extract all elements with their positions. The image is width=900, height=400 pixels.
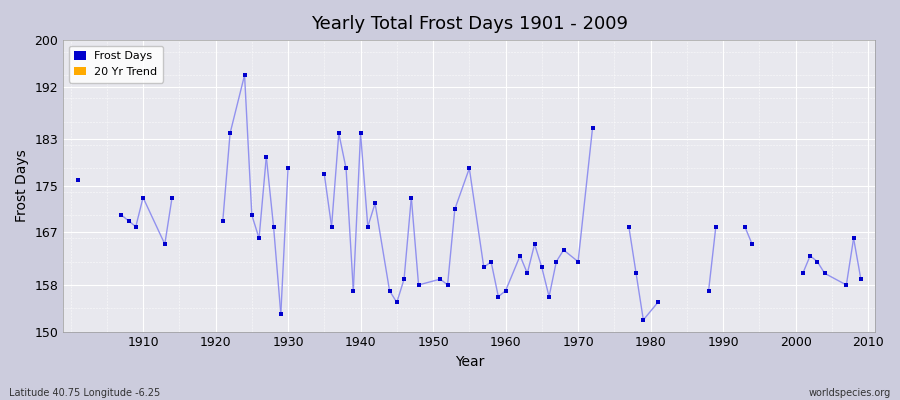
Point (839, 282, 853, 288)
Point (803, 253, 817, 259)
Point (259, 154, 274, 160)
Point (846, 235, 860, 242)
Legend: Frost Days, 20 Yr Trend: Frost Days, 20 Yr Trend (68, 46, 163, 82)
Y-axis label: Frost Days: Frost Days (15, 150, 29, 222)
Point (361, 224, 375, 230)
Point (281, 165, 295, 172)
Point (390, 299, 404, 306)
Point (331, 130, 346, 136)
Point (70, 177, 85, 183)
Point (636, 317, 651, 323)
Point (556, 247, 571, 253)
Point (354, 130, 368, 136)
Point (491, 294, 506, 300)
Point (411, 282, 426, 288)
Point (397, 276, 411, 282)
Text: Latitude 40.75 Longitude -6.25: Latitude 40.75 Longitude -6.25 (9, 388, 160, 398)
Text: worldspecies.org: worldspecies.org (809, 388, 891, 398)
Point (216, 218, 230, 224)
Point (158, 241, 172, 247)
Point (114, 212, 129, 218)
Point (122, 218, 136, 224)
Point (404, 194, 419, 201)
Point (317, 171, 331, 177)
Point (346, 288, 361, 294)
Point (462, 165, 476, 172)
Point (513, 253, 527, 259)
Point (745, 241, 760, 247)
Point (245, 212, 259, 218)
Point (796, 270, 810, 276)
Point (238, 72, 252, 78)
Point (549, 258, 563, 265)
Point (477, 264, 491, 271)
Point (817, 270, 832, 276)
Point (520, 270, 535, 276)
Point (499, 288, 513, 294)
Point (136, 194, 150, 201)
Point (622, 224, 636, 230)
Point (542, 294, 556, 300)
Point (854, 276, 868, 282)
Point (382, 288, 397, 294)
Point (368, 200, 382, 206)
Point (535, 264, 549, 271)
Point (738, 224, 752, 230)
Point (266, 224, 281, 230)
Point (701, 288, 716, 294)
Point (447, 206, 462, 212)
Point (252, 235, 266, 242)
Point (484, 258, 499, 265)
Point (571, 258, 585, 265)
Point (129, 224, 143, 230)
Point (527, 241, 542, 247)
Point (629, 270, 643, 276)
Point (651, 299, 665, 306)
Point (440, 282, 454, 288)
Point (165, 194, 179, 201)
Title: Yearly Total Frost Days 1901 - 2009: Yearly Total Frost Days 1901 - 2009 (310, 15, 628, 33)
Point (274, 311, 288, 317)
Point (810, 258, 824, 265)
Point (324, 224, 338, 230)
Point (223, 130, 238, 136)
Point (708, 224, 723, 230)
Point (433, 276, 447, 282)
Point (339, 165, 354, 172)
Point (585, 124, 599, 131)
X-axis label: Year: Year (454, 355, 484, 369)
